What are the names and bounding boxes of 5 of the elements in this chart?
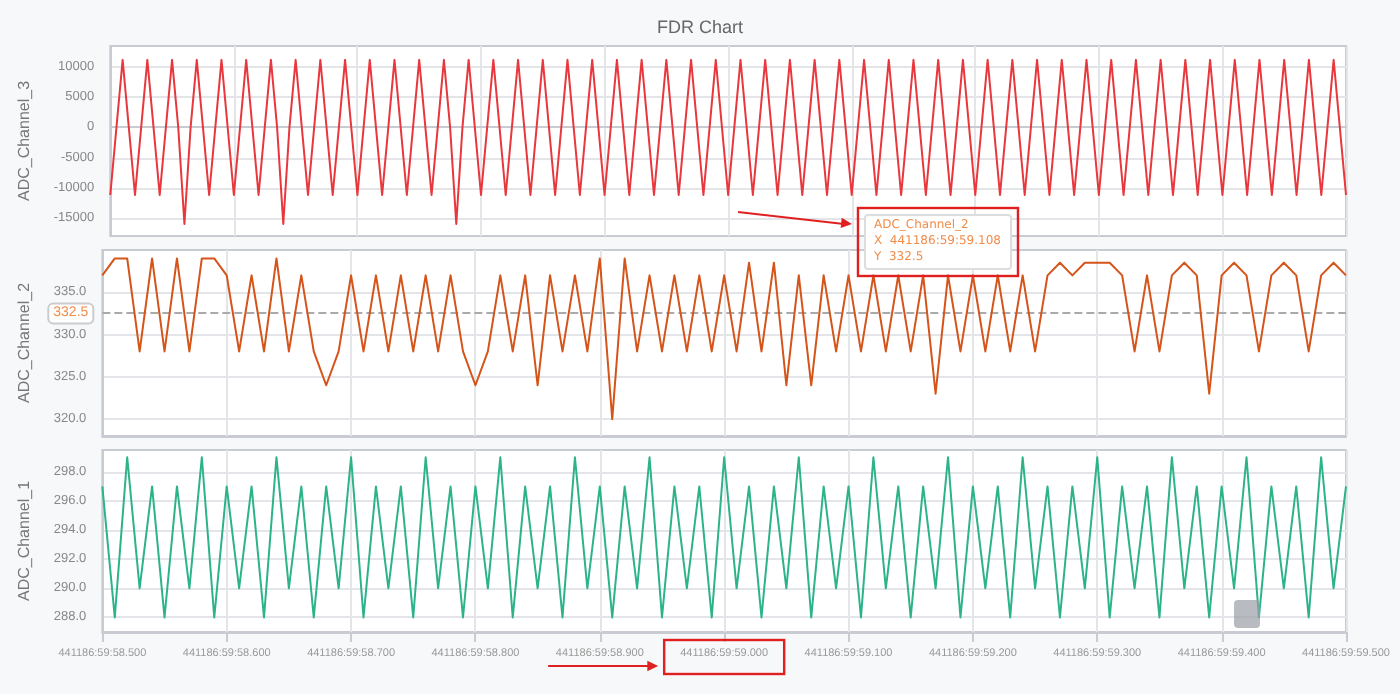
line-series [101,257,1347,421]
y-axis-title: ADC_Channel_2 [15,281,33,404]
y-axis-title: ADC_Channel_3 [15,79,33,202]
chart-title: FDR Chart [656,17,744,37]
y-axis-title: ADC_Channel_1 [15,479,33,602]
